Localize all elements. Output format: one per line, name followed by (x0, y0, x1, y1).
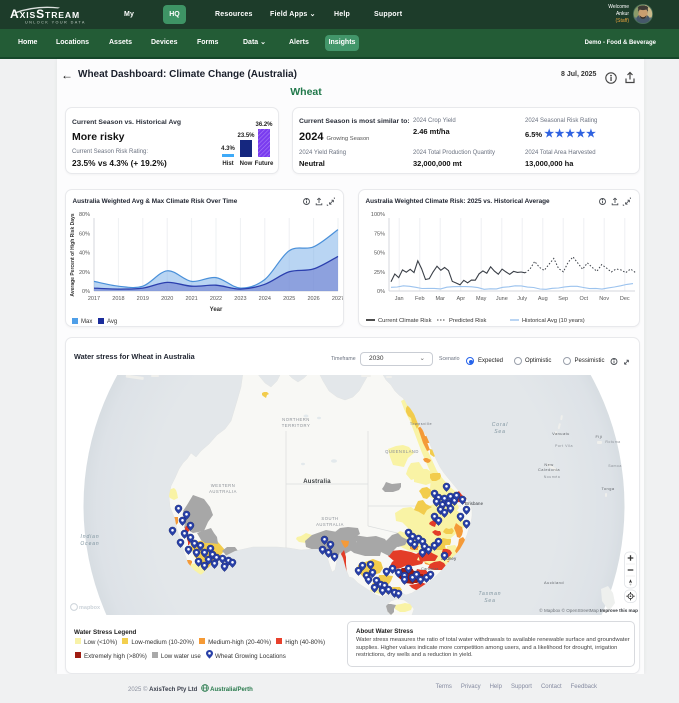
svg-text:Historical Avg (10 years): Historical Avg (10 years) (522, 318, 585, 324)
svg-text:Port Vila: Port Vila (555, 444, 573, 448)
svg-text:May: May (476, 296, 487, 302)
svg-text:Canberra: Canberra (421, 566, 439, 571)
svg-text:100%: 100% (371, 212, 385, 218)
svg-text:2017: 2017 (88, 296, 100, 302)
svg-text:Townsville: Townsville (410, 422, 432, 426)
svg-text:2024: 2024 (259, 296, 271, 302)
svg-text:80%: 80% (79, 212, 90, 218)
svg-text:Sep: Sep (558, 296, 568, 302)
svg-text:Sea: Sea (484, 598, 496, 604)
svg-text:NORTHERN: NORTHERN (282, 417, 310, 422)
svg-text:2025: 2025 (283, 296, 295, 302)
svg-text:UNLOCK YOUR DATA: UNLOCK YOUR DATA (25, 21, 86, 25)
svg-text:25%: 25% (374, 270, 385, 276)
svg-text:Feb: Feb (415, 296, 424, 302)
svg-text:Year: Year (210, 307, 223, 313)
svg-text:Now: Now (240, 161, 253, 167)
svg-text:Predicted Risk: Predicted Risk (449, 318, 486, 324)
svg-text:2019: 2019 (137, 296, 149, 302)
svg-text:75%: 75% (374, 231, 385, 237)
svg-text:July: July (517, 296, 527, 302)
svg-text:TERRITORY: TERRITORY (282, 423, 311, 428)
svg-text:mapbox: mapbox (79, 605, 101, 611)
svg-text:AUSTRALIA: AUSTRALIA (209, 489, 237, 494)
svg-text:SOUTH: SOUTH (321, 516, 338, 521)
svg-text:Dec: Dec (620, 296, 630, 302)
svg-text:Samoa: Samoa (608, 464, 622, 468)
svg-text:Current Climate Risk: Current Climate Risk (378, 318, 432, 324)
svg-text:4.3%: 4.3% (221, 146, 235, 152)
svg-text:AUSTRALIA: AUSTRALIA (316, 522, 344, 527)
svg-text:Nov: Nov (599, 296, 609, 302)
svg-text:2018: 2018 (112, 296, 124, 302)
svg-text:New: New (544, 462, 553, 467)
svg-text:Hist: Hist (222, 161, 233, 167)
svg-text:Aug: Aug (538, 296, 548, 302)
svg-text:Auckland: Auckland (544, 580, 564, 585)
svg-text:2021: 2021 (185, 296, 197, 302)
svg-text:2020: 2020 (161, 296, 173, 302)
svg-text:Rotuma: Rotuma (605, 440, 620, 444)
svg-text:Brisbane: Brisbane (465, 501, 484, 506)
svg-text:23.5%: 23.5% (237, 133, 255, 139)
svg-text:Max: Max (81, 319, 92, 325)
svg-text:Oct: Oct (580, 296, 589, 302)
svg-text:Ocean: Ocean (80, 541, 99, 547)
svg-text:QUEENSLAND: QUEENSLAND (385, 449, 419, 454)
svg-text:Tonga: Tonga (601, 486, 614, 491)
svg-text:AXISSTREAM: AXISSTREAM (10, 7, 80, 21)
svg-text:Tasman: Tasman (478, 591, 501, 597)
svg-text:50%: 50% (374, 251, 385, 257)
svg-text:WESTERN: WESTERN (211, 483, 235, 488)
svg-text:Fiji: Fiji (596, 434, 603, 439)
svg-text:June: June (496, 296, 508, 302)
svg-text:20%: 20% (79, 270, 90, 276)
svg-text:Avg: Avg (107, 319, 117, 325)
svg-text:Coral: Coral (492, 422, 508, 428)
svg-text:2026: 2026 (307, 296, 319, 302)
svg-text:Sydney: Sydney (441, 556, 457, 561)
svg-text:Mar: Mar (435, 296, 445, 302)
svg-text:36.2%: 36.2% (255, 122, 273, 128)
svg-text:60%: 60% (79, 231, 90, 237)
svg-text:Apr: Apr (457, 296, 466, 302)
svg-text:Future: Future (255, 161, 274, 167)
svg-text:Sea: Sea (494, 429, 506, 435)
svg-text:Jan: Jan (395, 296, 404, 302)
svg-text:Caledonia: Caledonia (538, 467, 560, 472)
svg-text:40%: 40% (79, 251, 90, 257)
svg-text:Average Percent of High Risk D: Average Percent of High Risk Days (70, 213, 76, 296)
svg-text:0%: 0% (377, 289, 385, 295)
svg-text:2022: 2022 (210, 296, 222, 302)
svg-text:Indian: Indian (80, 534, 99, 540)
svg-text:© Mapbox © OpenStreetMap Impro: © Mapbox © OpenStreetMap Improve this ma… (539, 607, 638, 613)
svg-text:2027: 2027 (332, 296, 343, 302)
svg-text:0%: 0% (82, 289, 90, 295)
svg-text:Nouméa: Nouméa (544, 475, 561, 479)
svg-text:2023: 2023 (234, 296, 246, 302)
svg-text:Australia: Australia (303, 479, 331, 485)
svg-text:Vanuatu: Vanuatu (552, 431, 570, 436)
